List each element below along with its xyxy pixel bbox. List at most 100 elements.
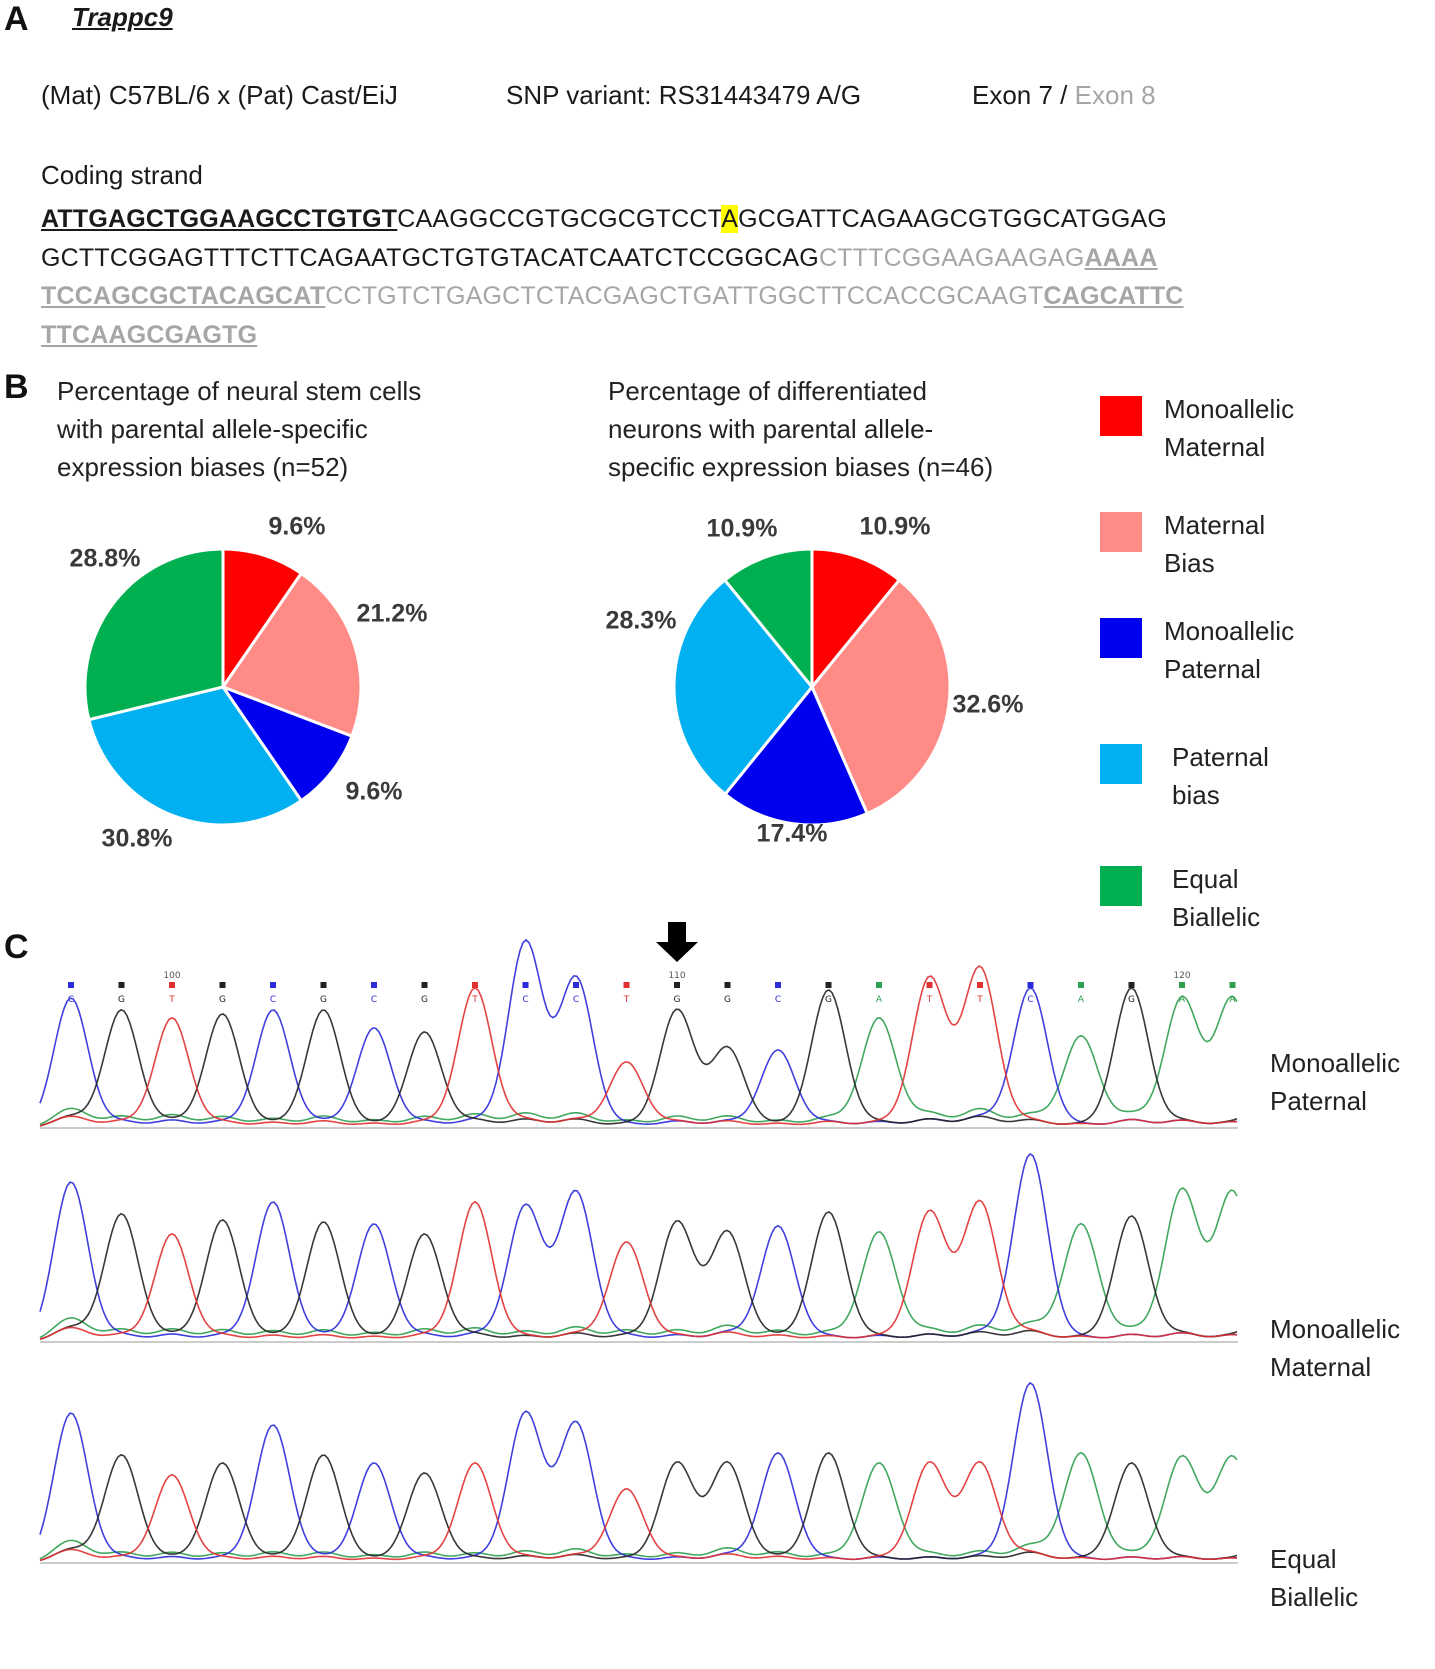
base-tick — [68, 982, 74, 988]
trace-label-line: Equal — [1270, 1544, 1337, 1574]
trace-label-biallelic: Equal Biallelic — [1270, 1540, 1358, 1616]
legend-label: Equal Biallelic — [1172, 864, 1261, 932]
seq-segment: GCTTCGGAGTTTCTTCAGAATGCTGTGTACATCAATCTCC… — [41, 244, 819, 272]
legend-swatch — [1100, 866, 1142, 906]
pie2-label-0: 10.9% — [860, 513, 931, 541]
seq-segment: GCGATTCAGAAGCGTGGCATGGAG — [738, 205, 1168, 233]
legend-label: Maternal Bias — [1164, 510, 1266, 578]
panel-b-letter: B — [4, 368, 29, 406]
sequence-line-4: TTCAAGCGAGTG — [41, 316, 257, 354]
snp-base: A — [721, 205, 739, 233]
pie1-slice-4 — [83, 547, 225, 722]
base-tick — [421, 982, 428, 988]
base-call: A — [876, 995, 883, 1005]
reverse-primer: AAAA — [1084, 244, 1158, 272]
chart1-title-line: Percentage of neural stem cells — [57, 376, 422, 406]
chart2-title: Percentage of differentiated neurons wit… — [608, 372, 993, 486]
pie2-label-2: 17.4% — [757, 820, 828, 848]
cross-info: (Mat) C57BL/6 x (Pat) Cast/EiJ — [41, 80, 398, 110]
base-call: C — [68, 995, 74, 1005]
base-call: G — [118, 995, 125, 1005]
base-tick — [1128, 982, 1135, 988]
legend-label: Monoallelic Paternal — [1164, 616, 1295, 684]
pie-charts: 9.6% 21.2% 9.6% 30.8% 28.8% 10.9% 32.6% 17.4% 28… — [70, 513, 1024, 853]
pie2-slice-1 — [810, 577, 952, 816]
legend-swatch — [1100, 618, 1142, 658]
position-label: 100 — [163, 971, 180, 981]
base-tick — [219, 982, 226, 988]
trace-label-line: Monoallelic — [1270, 1314, 1401, 1344]
exon8-label: Exon 8 — [1074, 80, 1156, 110]
gene-name: Trappc9 — [72, 2, 173, 32]
chart2-title-line: neurons with parental allele- — [608, 414, 934, 444]
base-tick — [1027, 982, 1034, 988]
trace-label-line: Monoallelic — [1270, 1048, 1401, 1078]
trace-label-paternal: Monoallelic Paternal — [1270, 1044, 1400, 1120]
pie2-slice-0 — [810, 547, 902, 692]
pie2-label-3: 28.3% — [606, 607, 677, 635]
base-tick — [522, 982, 529, 988]
strand-label: Coding strand — [41, 160, 203, 190]
trace-label-maternal: Monoallelic Maternal — [1270, 1310, 1400, 1386]
reverse-primer: TCCAGCGCTACAGCAT — [41, 282, 326, 310]
base-call: T — [976, 995, 983, 1005]
pie2-slice-3 — [672, 577, 814, 797]
pie1-slice-1 — [220, 571, 363, 739]
snp-arrow-icon — [656, 922, 698, 962]
panel-a-letter: A — [4, 0, 29, 38]
legend-swatch — [1100, 744, 1142, 784]
base-call: T — [926, 995, 933, 1005]
base-call: A — [1229, 995, 1236, 1005]
base-call: T — [623, 995, 630, 1005]
base-tick — [674, 982, 680, 988]
pie1-slice-2 — [219, 683, 354, 803]
legend-swatch — [1100, 512, 1142, 552]
base-call: C — [522, 995, 528, 1005]
base-tick — [371, 982, 377, 988]
base-call: G — [320, 995, 327, 1005]
trace-label-line: Biallelic — [1270, 1582, 1359, 1612]
pie2-label-4: 10.9% — [707, 515, 778, 543]
base-call: G — [825, 995, 832, 1005]
trace-2 — [39, 1381, 1238, 1564]
position-label: 120 — [1173, 971, 1190, 981]
snp-info: SNP variant: RS31443479 A/G — [506, 80, 862, 110]
base-call: G — [219, 995, 226, 1005]
base-tick — [977, 982, 983, 988]
seq-segment-exon8: CCTGTCTGAGCTCTACGAGCTGATTGGCTTCCACCGCAAG… — [325, 282, 1044, 310]
pie2-label-1: 32.6% — [953, 691, 1024, 719]
panel-c-letter: C — [4, 928, 29, 966]
base-tick — [573, 982, 579, 988]
base-tick — [724, 982, 731, 988]
legend-label: Monoallelic Maternal — [1164, 394, 1295, 462]
trace-1 — [39, 1152, 1238, 1343]
trace-label-line: Paternal — [1270, 1086, 1367, 1116]
base-call: C — [775, 995, 781, 1005]
pie2-slice-4 — [722, 547, 814, 692]
position-label: 110 — [668, 971, 685, 981]
base-tick — [1229, 982, 1236, 988]
chromatogram: 100110120CGTGCGCGTCCTGGCGATTCAGAAGCG — [39, 922, 1238, 1564]
chart2-title-line: specific expression biases (n=46) — [608, 452, 994, 482]
exon7-label: Exon 7 / — [972, 80, 1068, 110]
base-tick — [1078, 982, 1084, 988]
sequence-line-2: GCTTCGGAGTTTCTTCAGAATGCTGTGTACATCAATCTCC… — [41, 239, 1158, 277]
seq-segment-exon8: CTTTCGGAAGAAGAG — [818, 244, 1085, 272]
base-tick — [876, 982, 882, 988]
base-tick — [118, 982, 125, 988]
base-tick — [169, 982, 175, 988]
base-call: T — [168, 995, 175, 1005]
base-call: G — [674, 995, 681, 1005]
base-call: T — [471, 995, 478, 1005]
base-tick — [320, 982, 327, 988]
chart1-title-line: expression biases (n=52) — [57, 452, 349, 482]
legend-label: Paternal bias — [1172, 742, 1269, 810]
trace-0 — [39, 938, 1238, 1129]
chart1-title: Percentage of neural stem cells with par… — [57, 372, 421, 486]
legend-swatch — [1100, 396, 1142, 436]
base-tick — [926, 982, 933, 988]
pie1-label-4: 28.8% — [70, 545, 141, 573]
forward-primer: ATTGAGCTGGAAGCCTGTGT — [41, 205, 398, 233]
exon-info: Exon 7 / Exon 8 — [972, 80, 1156, 111]
pie1-label-0: 9.6% — [269, 513, 326, 541]
